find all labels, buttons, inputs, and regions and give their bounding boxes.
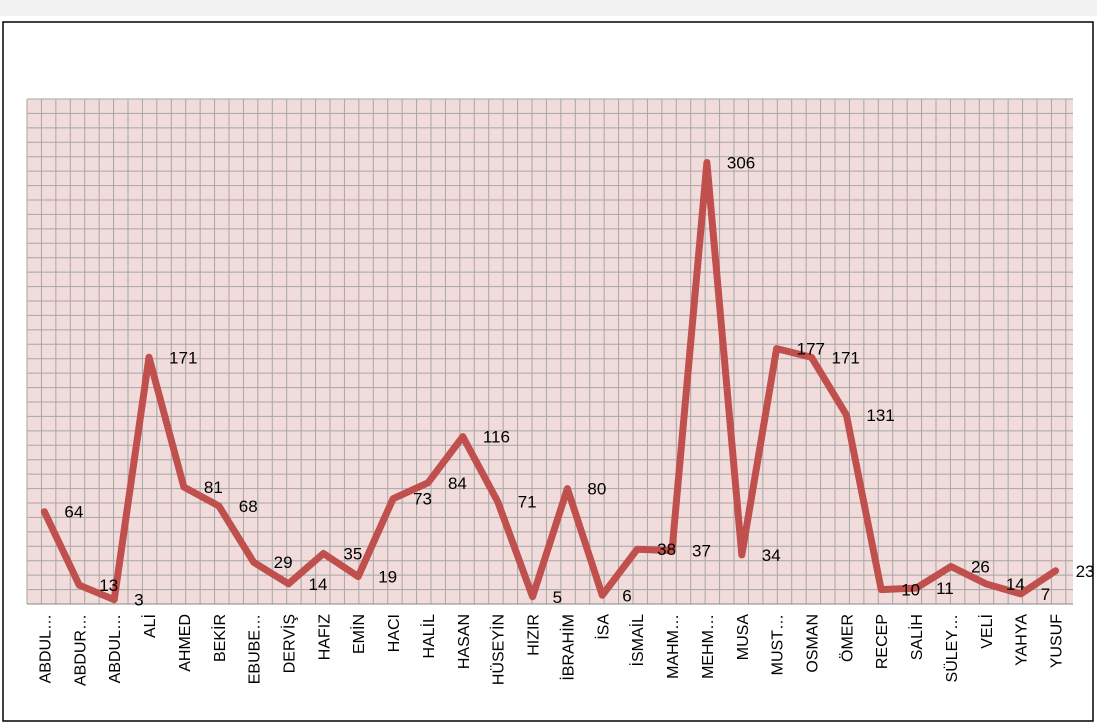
x-tick-label: MAHM… bbox=[665, 614, 682, 679]
data-label: 14 bbox=[1006, 575, 1025, 594]
data-label: 3 bbox=[134, 591, 143, 610]
data-label: 6 bbox=[622, 586, 631, 605]
data-label: 19 bbox=[378, 568, 397, 587]
grid bbox=[26, 98, 1073, 605]
x-tick-label: HAFIZ bbox=[316, 614, 333, 660]
data-label: 14 bbox=[309, 575, 328, 594]
x-tick-label: İSA bbox=[593, 614, 612, 640]
data-label: 37 bbox=[692, 542, 711, 561]
x-tick-label: ABDUL… bbox=[107, 614, 124, 683]
data-label: 23 bbox=[1076, 562, 1095, 581]
x-tick-label: YAHYA bbox=[1014, 614, 1031, 666]
data-line bbox=[40, 159, 1060, 604]
data-label: 131 bbox=[866, 406, 894, 425]
data-label: 171 bbox=[832, 348, 860, 367]
x-tick-label: HÜSEYİN bbox=[489, 614, 508, 685]
data-label: 29 bbox=[274, 553, 293, 572]
x-tick-label: ABDUL… bbox=[37, 614, 54, 683]
x-tick-label: MUST… bbox=[770, 614, 787, 675]
x-tick-label: ALİ bbox=[140, 614, 159, 638]
top-strip bbox=[0, 0, 1097, 16]
marks: 64 ABDUL… 13 ABDUR… 3 ABDUL… 171 ALİ 81 AHMED 68 BE… bbox=[37, 153, 1094, 686]
data-label: 116 bbox=[483, 428, 510, 447]
x-tick-label: HACI bbox=[386, 614, 403, 652]
data-label: 11 bbox=[936, 579, 954, 598]
data-label: 68 bbox=[239, 497, 258, 516]
data-label: 81 bbox=[204, 478, 223, 497]
x-tick-label: HALİL bbox=[419, 614, 438, 659]
x-tick-label: İBRAHİM bbox=[558, 614, 577, 681]
x-tick-label: YUSUF bbox=[1049, 614, 1066, 668]
x-tick-label: ÖMER bbox=[838, 614, 856, 662]
x-tick-label: BEKİR bbox=[210, 614, 229, 662]
data-label: 13 bbox=[99, 576, 118, 595]
x-tick-label: DERVİŞ bbox=[280, 614, 299, 673]
x-tick-label: RECEP bbox=[874, 614, 891, 669]
data-label: 5 bbox=[553, 588, 562, 607]
x-tick-label: İSMAİL bbox=[628, 614, 647, 667]
x-tick-label: HASAN bbox=[456, 614, 473, 669]
data-label: 73 bbox=[413, 490, 432, 509]
x-tick-label: HIZIR bbox=[526, 614, 543, 656]
data-label: 35 bbox=[343, 545, 362, 564]
data-label: 38 bbox=[657, 540, 676, 559]
x-tick-label: OSMAN bbox=[805, 614, 822, 673]
x-tick-label: ABDUR… bbox=[72, 614, 89, 686]
data-label: 171 bbox=[169, 348, 197, 367]
data-label: 84 bbox=[448, 474, 467, 493]
data-label: 26 bbox=[971, 557, 990, 576]
data-label: 10 bbox=[901, 581, 920, 600]
data-label: 177 bbox=[797, 340, 825, 359]
x-tick-label: EBUBE… bbox=[247, 614, 264, 684]
x-tick-label: EMİN bbox=[349, 614, 368, 654]
x-tick-label: SALİH bbox=[907, 614, 926, 660]
chart-frame bbox=[2, 21, 1094, 722]
plot-area bbox=[27, 99, 1073, 604]
x-tick-label: MEHM… bbox=[700, 614, 717, 679]
data-label: 71 bbox=[518, 493, 537, 512]
data-label: 80 bbox=[587, 480, 606, 499]
data-label: 34 bbox=[762, 546, 781, 565]
data-label: 306 bbox=[727, 153, 755, 172]
x-tick-label: SÜLEY… bbox=[943, 614, 961, 682]
x-tick-label: AHMED bbox=[177, 614, 194, 672]
x-tick-label: MUSA bbox=[735, 614, 752, 661]
data-label: 7 bbox=[1041, 585, 1050, 604]
x-tick-label: VELİ bbox=[977, 614, 996, 649]
data-label: 64 bbox=[64, 503, 83, 522]
